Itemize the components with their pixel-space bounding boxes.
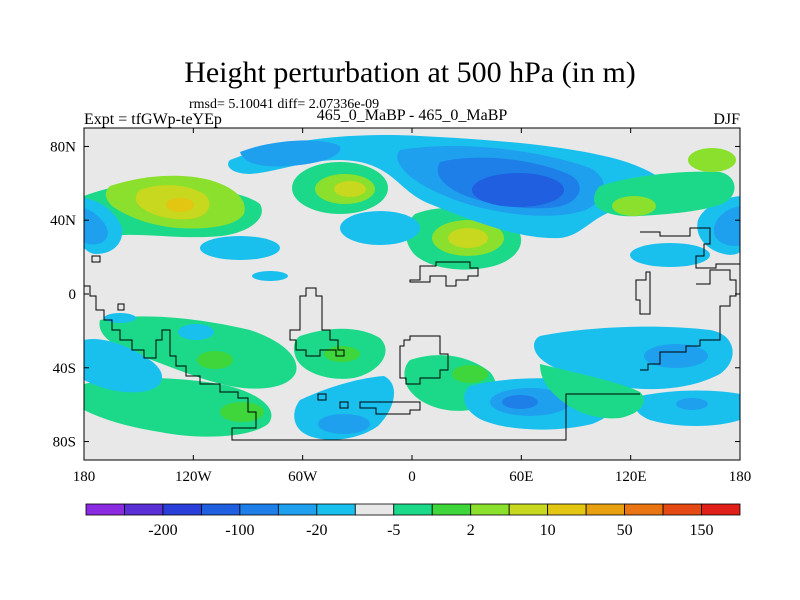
contour-sh-west-positive (99, 316, 297, 389)
colorbar-label: 150 (690, 522, 714, 539)
contour-natl-positive-core (334, 181, 366, 197)
coast-south-america (289, 287, 345, 357)
y-tick-label: 40N (50, 213, 76, 229)
colorbar-bin (431, 503, 472, 516)
contour-nh-positive-core (166, 198, 194, 212)
colorbar-label: -5 (387, 522, 400, 539)
coast-asia-east (640, 227, 740, 269)
contour-npac-small-negative (252, 271, 288, 281)
y-tick-label: 40S (53, 361, 76, 377)
x-tick-label: 180 (729, 469, 752, 485)
colorbar-bin (277, 503, 318, 516)
colorbar-label: 2 (467, 522, 475, 539)
colorbar-bin (162, 503, 202, 516)
colorbar-bin (201, 503, 241, 516)
contour-southern-pacific-negative-core (676, 398, 708, 410)
contour-west-dateline-negative-2 (84, 208, 108, 245)
contour-sa-positive-core (452, 365, 488, 383)
right-label: DJF (713, 111, 740, 128)
contour-east-dateline-negative-2 (713, 206, 740, 246)
x-tick-label: 180 (73, 469, 96, 485)
colorbar-bin (354, 503, 395, 516)
coast-antarctica (359, 401, 421, 415)
colorbar-bin (124, 503, 164, 516)
coast-indonesia (635, 271, 651, 315)
coast-europe (409, 261, 479, 287)
coast-small-islands (91, 255, 349, 409)
y-axis: 80N 40N 0 40S 80S (50, 139, 740, 451)
contour-south-indian-negative-core (502, 395, 538, 409)
x-tick-label: 120W (175, 469, 213, 485)
x-axis: 180 120W 60W 0 60E 120E 180 (73, 128, 752, 485)
y-tick-label: 0 (69, 287, 77, 303)
contour-med-positive-core (448, 228, 488, 248)
colorbar-bin (508, 503, 549, 516)
colorbar-bin (547, 503, 587, 516)
contour-asia-small-negative (630, 243, 710, 267)
coast-australia (640, 269, 737, 371)
x-tick-label: 60W (288, 469, 318, 485)
contour-sh-small-negative-2 (104, 313, 136, 323)
contour-nwpac-positive-core (612, 196, 656, 216)
contour-sh-southern-band-positive (84, 378, 272, 437)
colorbar-label: 10 (540, 522, 556, 539)
contour-sh-small-negative-1 (178, 324, 214, 340)
contour-sh-east-positive (540, 364, 644, 419)
coast-north-america (84, 285, 640, 441)
center-label: 465_0_MaBP - 465_0_MaBP (317, 107, 508, 124)
contour-eurasia-negative-core (472, 173, 564, 207)
coast-africa (399, 335, 449, 385)
contour-sh-atl-positive-core (324, 346, 360, 362)
colorbar-label: -100 (225, 522, 254, 539)
contour-australia-negative (534, 326, 733, 390)
y-tick-label: 80N (50, 139, 76, 155)
colorbar-bin (701, 503, 741, 516)
colorbar-bin (624, 503, 664, 516)
colorbar-bin (239, 503, 279, 516)
contour-arctic-negative (240, 140, 341, 167)
x-tick-label: 120E (615, 469, 647, 485)
colorbar-bin (316, 503, 356, 516)
colorbar-bin (85, 503, 125, 516)
x-tick-label: 0 (408, 469, 416, 485)
coastlines (84, 227, 740, 441)
contour-sh-west-positive-core (197, 351, 233, 369)
x-tick-label: 60E (509, 469, 533, 485)
chart-title: Height perturbation at 500 hPa (in m) (184, 56, 636, 89)
colorbar-label: -20 (306, 522, 327, 539)
stats-line: rmsd= 5.10041 diff= 2.07336e-09 (189, 97, 379, 112)
contour-sa-south-negative-core (318, 414, 370, 434)
contour-azores-negative (340, 211, 420, 245)
contour-americas-small-negative (200, 236, 280, 260)
colorbar-bin (585, 503, 625, 516)
contour-sh-west-negative (84, 338, 163, 393)
y-tick-label: 80S (53, 435, 76, 451)
colorbar-bin (470, 503, 510, 516)
contour-arctic-east-positive (688, 148, 736, 172)
plot-area (84, 128, 740, 460)
colorbar-label: 50 (617, 522, 633, 539)
colorbar-bin (393, 503, 433, 516)
contour-sh-southern-band-core (220, 402, 264, 422)
colorbar-bin (662, 503, 702, 516)
colorbar: -200 -100 -20 -5 2 10 50 150 (85, 503, 741, 539)
left-label: Expt = tfGWp-teYEp (84, 111, 222, 128)
colorbar-label: -200 (148, 522, 177, 539)
